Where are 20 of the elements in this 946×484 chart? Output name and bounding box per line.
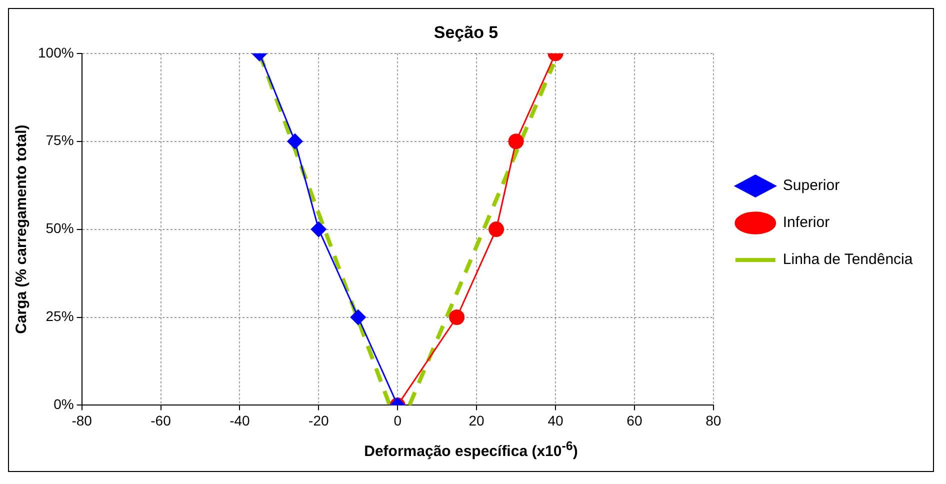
x-tick-label: -60: [150, 412, 172, 428]
legend-label: Inferior: [782, 214, 830, 232]
y-tick-label: 0%: [54, 396, 74, 412]
x-tick-label: -80: [72, 412, 92, 428]
x-tick-label: -40: [230, 412, 250, 428]
y-axis-title: Carga (% carregamento total): [13, 124, 30, 334]
y-tick-label: 100%: [38, 44, 74, 60]
y-tick-label: 50%: [46, 220, 74, 236]
x-tick-label: -20: [308, 412, 329, 428]
x-tick-label: 80: [706, 412, 722, 428]
x-axis-title: Deformação específica (x10$^{-6}$): [363, 439, 579, 460]
chart-title: Seção 5: [434, 22, 498, 42]
x-tick-label: 40: [548, 412, 564, 428]
legend-label: Superior: [782, 177, 840, 194]
x-tick-label: 0: [394, 412, 402, 428]
x-tick-label: 60: [626, 412, 642, 428]
y-tick-label: 25%: [46, 308, 74, 324]
y-tick-label: 75%: [46, 132, 74, 148]
x-tick-label: 20: [468, 412, 485, 428]
legend-label: Linha de Tendência: [782, 251, 914, 268]
